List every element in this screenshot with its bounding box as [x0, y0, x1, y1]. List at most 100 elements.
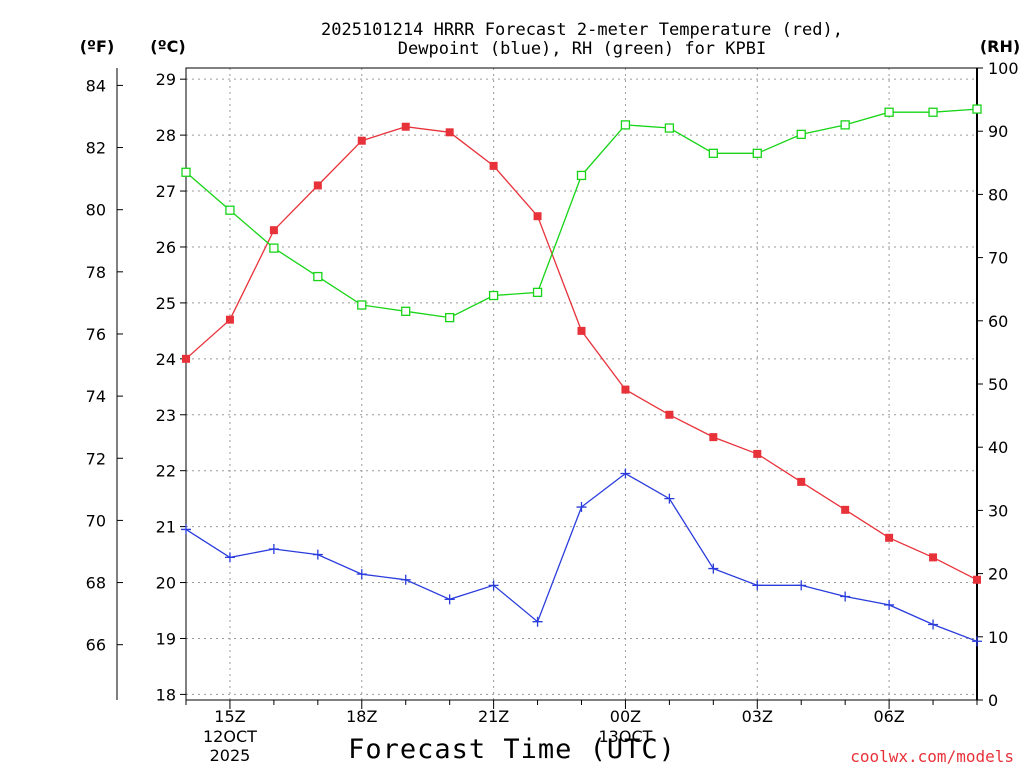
rh-tick-label: 0 — [988, 691, 998, 710]
rh-point — [269, 243, 279, 253]
celsius-axis-unit: (ºC) — [150, 37, 185, 56]
rh-point — [181, 167, 191, 177]
celsius-tick-label: 27 — [156, 182, 176, 201]
x-tick-date-label: 12OCT — [203, 727, 257, 746]
rh-tick-label: 80 — [988, 185, 1008, 204]
dewpoint-point — [400, 574, 411, 585]
dewpoint-point — [884, 599, 895, 610]
dewpoint-point — [312, 549, 323, 560]
x-axis-title: Forecast Time (UTC) — [348, 734, 676, 765]
temperature-point — [841, 505, 850, 514]
rh-tick-label: 40 — [988, 438, 1008, 457]
rh-point — [532, 287, 543, 298]
celsius-tick-label: 28 — [156, 126, 176, 145]
temperature-point — [621, 385, 630, 394]
x-tick-label: 15Z — [214, 707, 245, 726]
series-line-dewpoint — [185, 472, 978, 642]
rh-point — [708, 148, 718, 158]
temperature-point — [269, 226, 278, 235]
x-tick-label: 03Z — [742, 707, 773, 726]
series — [181, 104, 982, 647]
fahrenheit-tick-label: 68 — [86, 574, 106, 593]
fahrenheit-tick-label: 74 — [86, 387, 106, 406]
rh-tick-label: 30 — [988, 501, 1008, 520]
rh-point — [840, 120, 850, 130]
rh-point — [488, 290, 499, 301]
fahrenheit-tick-label: 82 — [86, 139, 106, 158]
temperature-point — [401, 122, 410, 131]
temperature-point — [753, 449, 762, 458]
celsius-tick-label: 18 — [156, 685, 176, 704]
rh-point — [884, 107, 894, 117]
fahrenheit-tick-label: 80 — [86, 201, 106, 220]
temperature-point — [182, 354, 190, 363]
rh-tick-label: 70 — [988, 249, 1008, 268]
x-tick-date-label: 13OCT — [598, 727, 652, 746]
fahrenheit-axis-unit: (ºF) — [80, 37, 115, 56]
temperature-point — [709, 433, 718, 442]
rh-tick-label: 10 — [988, 628, 1008, 647]
rh-point — [445, 312, 455, 323]
x-tick-date-label: 2025 — [210, 746, 251, 765]
rh-point — [972, 104, 982, 114]
temperature-point — [577, 326, 586, 335]
x-tick-label: 00Z — [610, 707, 641, 726]
rh-tick-label: 100 — [988, 59, 1019, 78]
fahrenheit-tick-label: 72 — [86, 449, 106, 468]
dewpoint-point — [840, 591, 851, 602]
x-tick-label: 06Z — [873, 707, 904, 726]
plot-frame — [185, 67, 978, 701]
celsius-tick-label: 21 — [156, 518, 176, 537]
rh-point — [664, 123, 675, 133]
fahrenheit-tick-label: 66 — [86, 636, 106, 655]
dewpoint-point — [181, 524, 191, 535]
axes: 18 19 20 21 22 23 24 25 26 27 28 29 66 68 70 72 74 76 78 80… — [86, 59, 1019, 765]
rh-point — [796, 129, 806, 140]
temperature-point — [313, 181, 322, 190]
x-tick-label: 18Z — [346, 707, 377, 726]
dewpoint-point — [224, 552, 235, 563]
rh-tick-label: 50 — [988, 375, 1008, 394]
rh-point — [620, 120, 631, 130]
series-line-rh — [185, 108, 978, 319]
rh-axis-unit: (RH) — [980, 37, 1020, 56]
celsius-tick-label: 20 — [156, 574, 176, 593]
rh-point — [401, 306, 411, 316]
dewpoint-point — [796, 580, 807, 591]
credit-link[interactable]: coolwx.com/models — [850, 747, 1014, 766]
celsius-tick-label: 26 — [156, 238, 176, 257]
dewpoint-point — [928, 619, 939, 630]
temperature-point — [973, 575, 981, 584]
dewpoint-point — [488, 580, 499, 591]
temperature-point — [797, 477, 806, 486]
rh-point — [576, 170, 587, 181]
celsius-tick-label: 24 — [156, 350, 176, 369]
celsius-tick-label: 23 — [156, 406, 176, 425]
x-tick-label: 21Z — [478, 707, 509, 726]
temperature-point — [533, 212, 542, 221]
chart-title-line-1: 2025101214 HRRR Forecast 2-meter Tempera… — [321, 20, 843, 40]
rh-tick-label: 90 — [988, 122, 1008, 141]
dewpoint-point — [576, 502, 587, 513]
rh-tick-label: 20 — [988, 565, 1008, 584]
temperature-point — [665, 410, 674, 419]
rh-tick-label: 60 — [988, 312, 1008, 331]
temperature-point — [445, 128, 454, 137]
dewpoint-point — [620, 468, 631, 479]
dewpoint-point — [664, 493, 675, 504]
rh-point — [752, 148, 762, 158]
celsius-tick-label: 25 — [156, 294, 176, 313]
fahrenheit-tick-label: 76 — [86, 325, 106, 344]
rh-point — [928, 107, 938, 117]
rh-point — [313, 271, 323, 282]
dewpoint-point — [444, 594, 455, 605]
dewpoint-point — [752, 580, 763, 591]
fahrenheit-tick-label: 78 — [86, 263, 106, 282]
temperature-point — [489, 161, 498, 170]
grid — [186, 68, 977, 700]
celsius-tick-label: 19 — [156, 629, 176, 648]
temperature-point — [225, 315, 234, 324]
dewpoint-point — [268, 543, 279, 554]
chart-title-line-2: Dewpoint (blue), RH (green) for KPBI — [398, 39, 766, 59]
